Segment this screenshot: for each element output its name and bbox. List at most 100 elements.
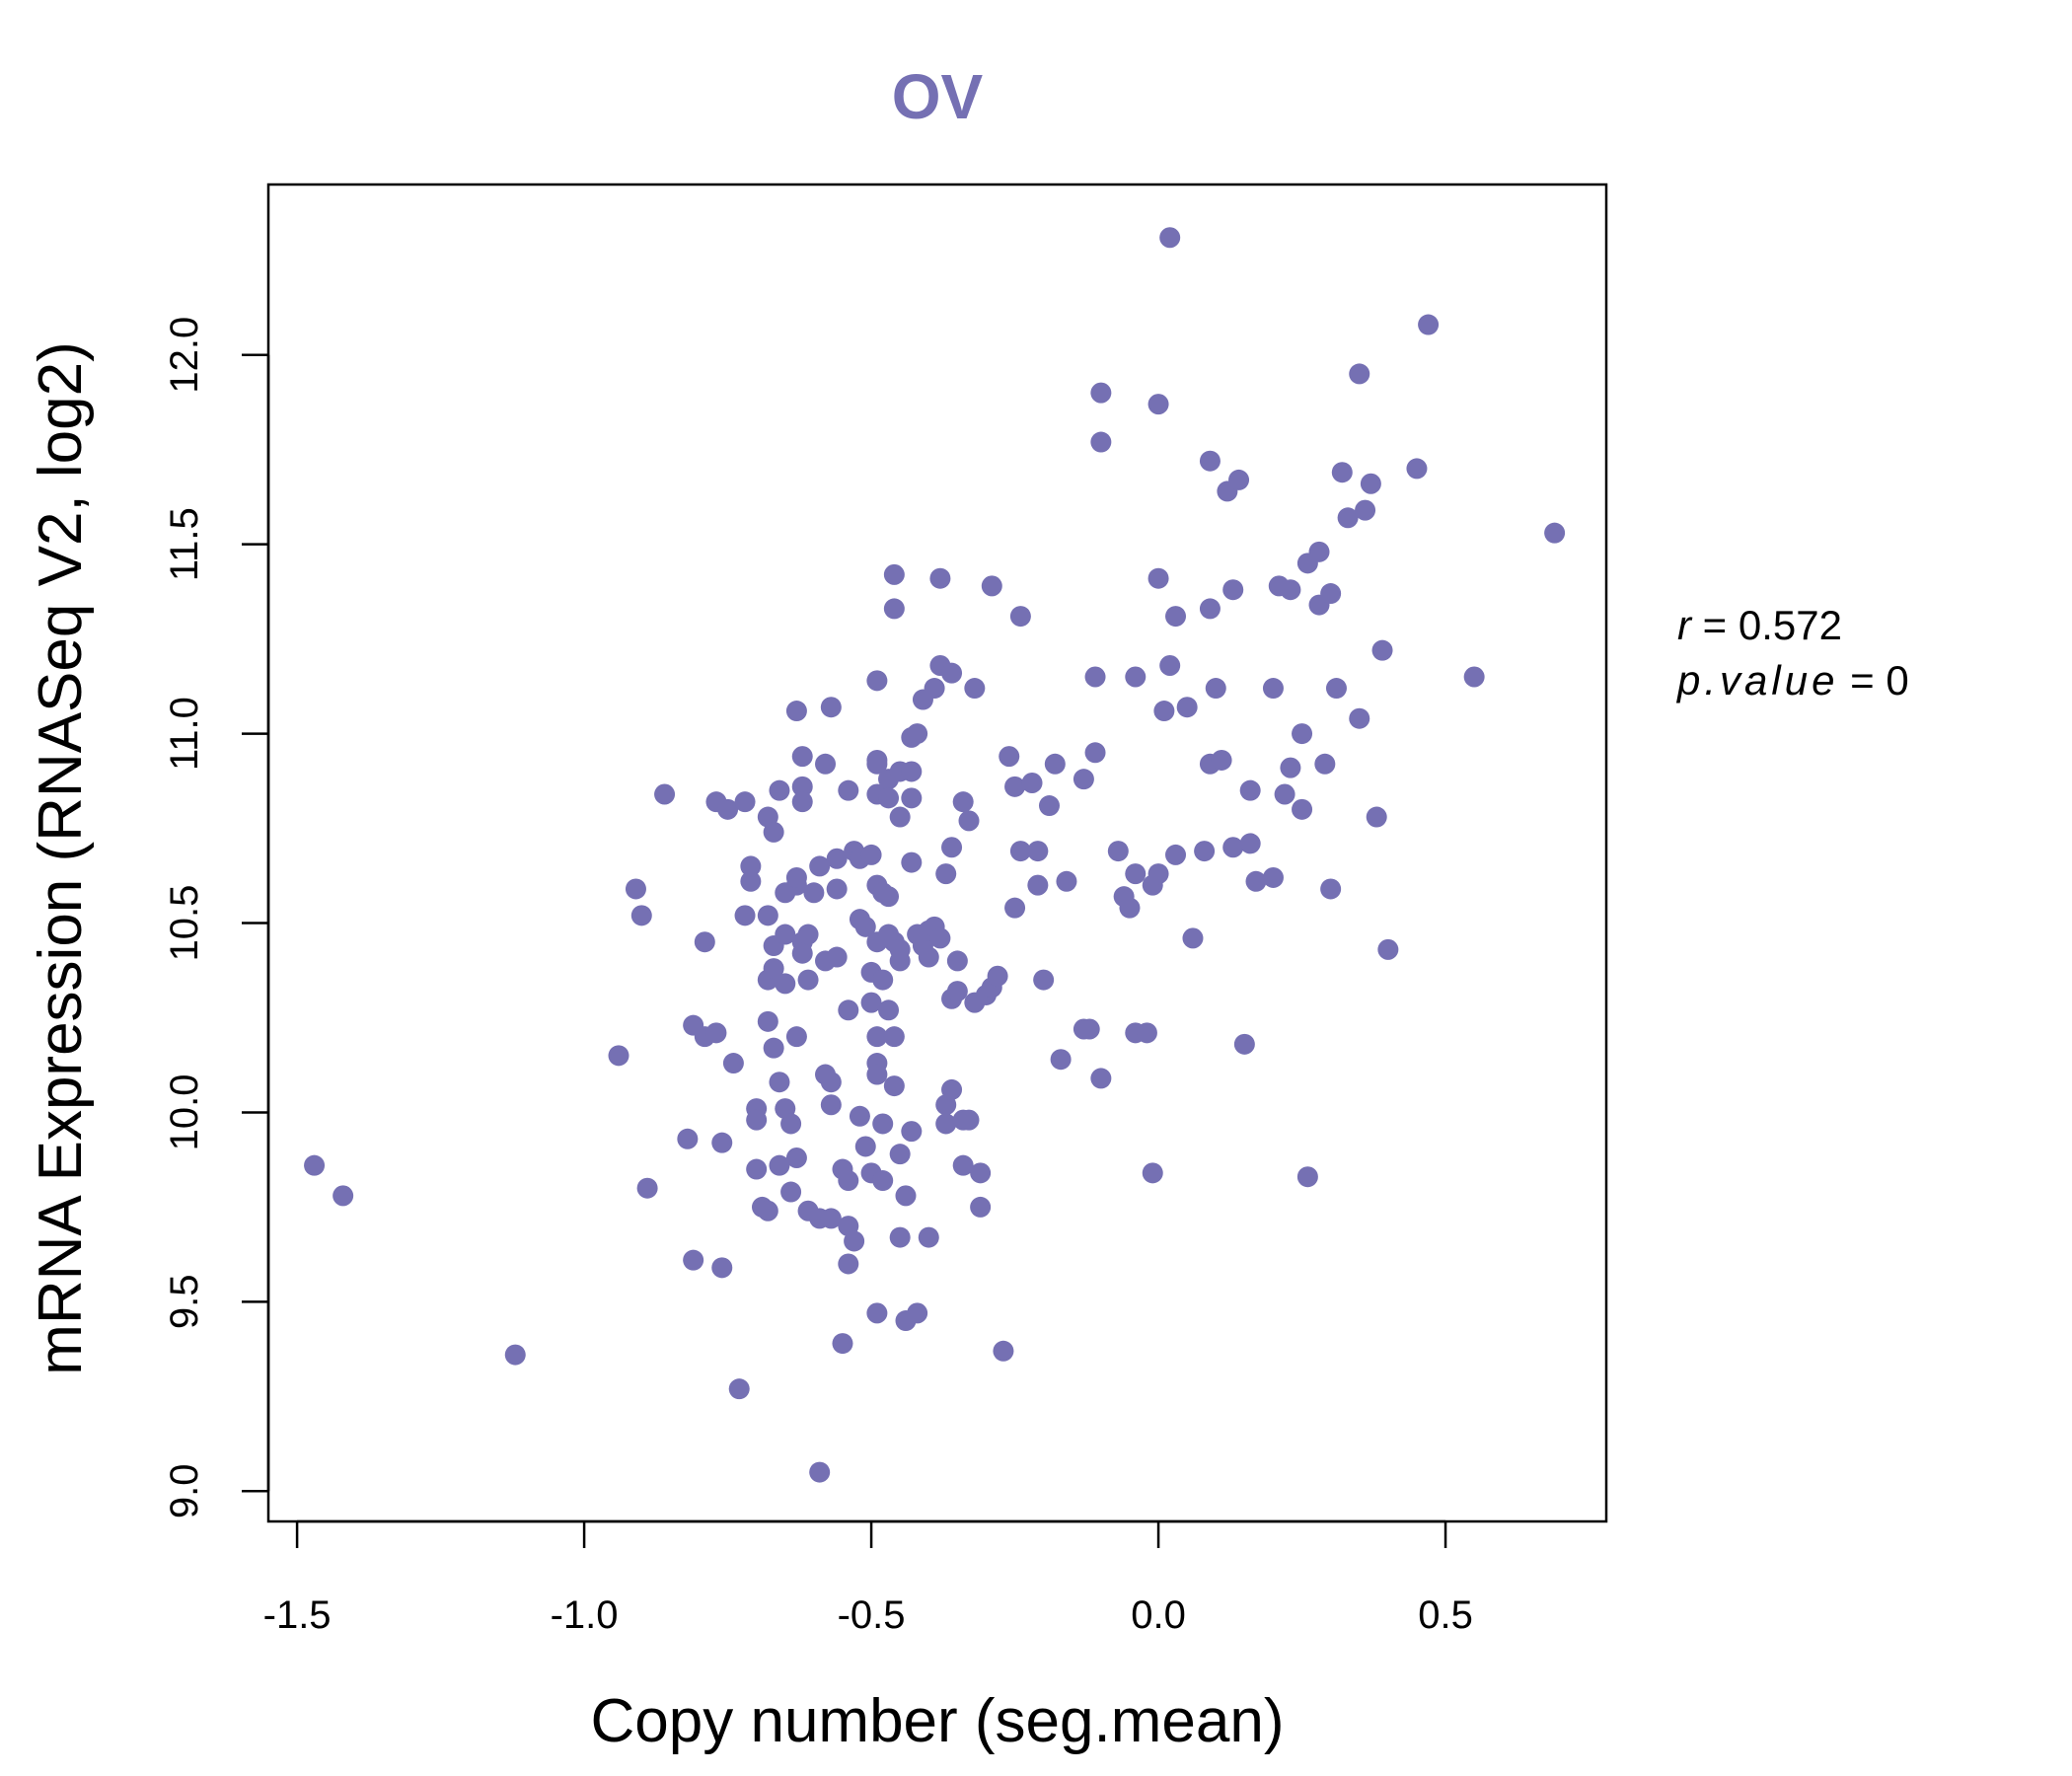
data-point xyxy=(705,1022,727,1044)
data-point xyxy=(1090,1068,1112,1089)
plot-area xyxy=(266,183,1608,1523)
data-point xyxy=(844,1230,865,1252)
p-value: 0 xyxy=(1886,657,1908,703)
data-point xyxy=(1033,969,1055,991)
data-point xyxy=(866,1302,888,1324)
data-point xyxy=(797,924,819,945)
data-point xyxy=(1360,473,1381,494)
data-point xyxy=(883,563,905,585)
data-point xyxy=(1222,579,1244,601)
data-point xyxy=(838,1170,859,1192)
data-point xyxy=(1027,874,1049,896)
x-tick-label: 0.0 xyxy=(1131,1593,1186,1637)
data-point xyxy=(1107,841,1129,862)
data-point xyxy=(1331,462,1353,483)
data-point xyxy=(1004,897,1026,919)
data-point xyxy=(883,598,905,620)
data-point xyxy=(826,848,848,869)
data-point xyxy=(901,851,923,873)
correlation-stats: r = 0.572 p.value = 0 xyxy=(1675,602,1909,703)
data-point xyxy=(734,905,756,926)
y-tick-label: 11.5 xyxy=(163,507,206,581)
data-point xyxy=(941,1078,963,1100)
r-value: 0.572 xyxy=(1739,602,1842,648)
data-point xyxy=(907,723,928,745)
data-point xyxy=(820,697,842,718)
data-point xyxy=(820,1208,842,1229)
data-point xyxy=(883,1026,905,1048)
data-point xyxy=(889,950,911,972)
data-point xyxy=(1296,1166,1318,1188)
data-point xyxy=(803,882,825,904)
data-point xyxy=(763,958,784,980)
data-point xyxy=(838,1253,859,1275)
data-point xyxy=(757,905,778,926)
y-tick-label: 10.0 xyxy=(163,1074,206,1151)
data-point xyxy=(1308,541,1330,562)
data-point xyxy=(791,776,813,797)
data-point xyxy=(1073,769,1094,790)
plot-border xyxy=(266,183,1608,1523)
x-tick-label: -1.0 xyxy=(551,1593,619,1637)
data-point xyxy=(1147,863,1169,885)
data-point xyxy=(797,969,819,991)
data-point xyxy=(838,999,859,1021)
data-point xyxy=(1125,863,1147,885)
data-point xyxy=(1228,469,1250,490)
data-point xyxy=(941,837,963,858)
x-axis: -1.5 -1.0 -0.5 0.0 0.5 xyxy=(263,1519,1473,1637)
data-point xyxy=(1371,639,1393,661)
data-point xyxy=(775,973,796,995)
data-point xyxy=(791,942,813,964)
data-point xyxy=(895,1185,917,1207)
data-point xyxy=(889,806,911,828)
data-point xyxy=(993,1340,1014,1362)
data-point xyxy=(941,662,963,684)
data-point xyxy=(1292,723,1313,745)
r-label: r xyxy=(1677,602,1693,648)
data-point xyxy=(740,855,762,877)
data-point xyxy=(854,916,876,937)
data-point xyxy=(878,886,900,908)
data-points xyxy=(304,227,1566,1483)
data-point xyxy=(1205,678,1226,700)
data-point xyxy=(785,701,807,722)
data-point xyxy=(872,1170,894,1192)
x-tick-label: -1.5 xyxy=(263,1593,332,1637)
data-point xyxy=(838,779,859,801)
data-point xyxy=(1239,833,1261,854)
data-point xyxy=(1084,666,1106,688)
data-point xyxy=(809,1461,831,1483)
data-point xyxy=(1125,666,1147,688)
data-point xyxy=(907,1302,928,1324)
data-point xyxy=(757,1010,778,1032)
data-point xyxy=(1355,499,1376,521)
data-point xyxy=(964,678,986,700)
data-point xyxy=(1377,938,1399,960)
data-point xyxy=(711,1257,733,1279)
data-point xyxy=(780,1113,802,1135)
data-point xyxy=(1078,1018,1100,1040)
data-point xyxy=(636,1177,658,1199)
data-point xyxy=(769,779,790,801)
data-point xyxy=(1292,798,1313,820)
data-point xyxy=(883,1075,905,1097)
data-point xyxy=(1165,844,1187,865)
data-point xyxy=(654,783,676,805)
data-point xyxy=(775,924,796,945)
data-point xyxy=(1233,1033,1255,1055)
data-point xyxy=(769,1072,790,1093)
data-point xyxy=(1056,870,1077,892)
data-point xyxy=(1044,753,1066,775)
data-point xyxy=(717,798,739,820)
data-point xyxy=(1165,606,1187,628)
y-axis-title: mRNA Expression (RNASeq V2, log2) xyxy=(27,341,95,1375)
data-point xyxy=(304,1154,326,1176)
data-point xyxy=(1262,866,1284,888)
data-point xyxy=(785,1147,807,1169)
p-label: p.value xyxy=(1675,657,1838,703)
data-point xyxy=(1147,394,1169,415)
data-point xyxy=(1021,772,1043,793)
data-point xyxy=(1009,606,1031,628)
